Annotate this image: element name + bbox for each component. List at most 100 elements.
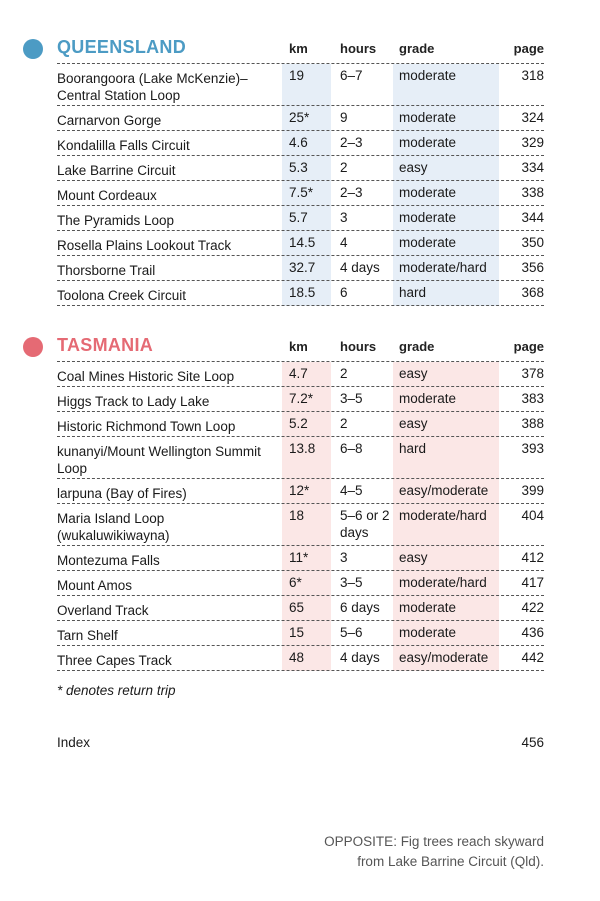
col-grade-header: grade <box>399 339 435 354</box>
walk-name: The Pyramids Loop <box>57 213 175 228</box>
walk-grade: easy <box>399 416 428 431</box>
walk-name: Rosella Plains Lookout Track <box>57 238 232 253</box>
walk-page: 368 <box>521 285 544 300</box>
col-page-header: page <box>513 339 544 354</box>
walk-page: 350 <box>521 235 544 250</box>
col-hours-header: hours <box>340 339 377 354</box>
walk-grade: moderate/hard <box>399 260 487 275</box>
walk-page: 329 <box>521 135 544 150</box>
walk-grade: moderate <box>399 235 457 250</box>
walk-name: Lake Barrine Circuit <box>57 163 176 178</box>
walk-page: 422 <box>521 600 544 615</box>
walk-name: Boorangoora (Lake McKenzie)–Central Stat… <box>57 71 248 103</box>
walk-name: Toolona Creek Circuit <box>57 288 187 303</box>
caption-line-1: OPPOSITE: Fig trees reach skyward <box>324 834 544 849</box>
caption-line-2: from Lake Barrine Circuit (Qld). <box>357 854 544 869</box>
table-row: Montezuma Falls 11* 3 easy 412 <box>57 546 544 571</box>
walk-name: Mount Cordeaux <box>57 188 157 203</box>
walk-km: 15 <box>289 625 305 640</box>
walk-km: 13.8 <box>289 441 316 456</box>
walk-page: 324 <box>521 110 544 125</box>
walk-grade: moderate <box>399 391 457 406</box>
walk-km: 32.7 <box>289 260 316 275</box>
walk-page: 318 <box>521 68 544 83</box>
walk-page: 378 <box>521 366 544 381</box>
table-row: The Pyramids Loop 5.7 3 moderate 344 <box>57 206 544 231</box>
walk-name: Tarn Shelf <box>57 628 118 643</box>
walk-km: 65 <box>289 600 305 615</box>
walk-hours: 2–3 <box>340 135 363 150</box>
walk-km: 11* <box>289 550 309 565</box>
walk-km: 18.5 <box>289 285 316 300</box>
walk-km: 12* <box>289 483 310 498</box>
walk-name: Maria Island Loop (wukaluwikiwayna) <box>57 511 170 543</box>
km-column-shade <box>282 64 331 306</box>
tasmania-dot-icon <box>23 337 43 357</box>
walk-km: 7.5* <box>289 185 314 200</box>
table-row: Mount Amos 6* 3–5 moderate/hard 417 <box>57 571 544 596</box>
walk-grade: easy/moderate <box>399 650 489 665</box>
km-column-shade <box>282 362 331 671</box>
tasmania-title: TASMANIA <box>57 335 154 355</box>
walk-km: 6* <box>289 575 302 590</box>
walk-name: Three Capes Track <box>57 653 172 668</box>
walk-grade: easy <box>399 366 428 381</box>
walk-grade: moderate/hard <box>399 575 487 590</box>
walk-hours: 6 days <box>340 600 380 615</box>
table-row: Boorangoora (Lake McKenzie)–Central Stat… <box>57 64 544 106</box>
walk-grade: hard <box>399 285 427 300</box>
walk-grade: easy <box>399 550 428 565</box>
walk-hours: 2 <box>340 160 348 175</box>
walk-page: 388 <box>521 416 544 431</box>
walk-hours: 3–5 <box>340 575 363 590</box>
table-row: kunanyi/Mount Wellington Summit Loop 13.8… <box>57 437 544 479</box>
walk-page: 383 <box>521 391 544 406</box>
tasmania-header: TASMANIA km hours grade page <box>0 331 600 361</box>
table-row: Kondalilla Falls Circuit 4.6 2–3 moderate 32… <box>57 131 544 156</box>
walk-page: 338 <box>521 185 544 200</box>
queensland-dot-icon <box>23 39 43 59</box>
table-row: Mount Cordeaux 7.5* 2–3 moderate 338 <box>57 181 544 206</box>
table-row: Carnarvon Gorge 25* 9 moderate 324 <box>57 106 544 131</box>
walk-hours: 9 <box>340 110 348 125</box>
tasmania-table: Coal Mines Historic Site Loop 4.7 2 easy 378… <box>57 361 544 671</box>
walk-grade: moderate/hard <box>399 508 487 523</box>
walk-hours: 5–6 or 2 days <box>340 508 390 540</box>
walk-name: Montezuma Falls <box>57 553 160 568</box>
walk-page: 399 <box>521 483 544 498</box>
walk-page: 344 <box>521 210 544 225</box>
table-row: Historic Richmond Town Loop 5.2 2 easy 388 <box>57 412 544 437</box>
walk-grade: moderate <box>399 110 457 125</box>
walk-km: 4.6 <box>289 135 308 150</box>
tasmania-section: TASMANIA km hours grade page Coal Mines … <box>0 331 600 671</box>
walk-km: 18 <box>289 508 305 523</box>
walk-name: Carnarvon Gorge <box>57 113 162 128</box>
table-row: Rosella Plains Lookout Track 14.5 4 moderat… <box>57 231 544 256</box>
walk-page: 404 <box>521 508 544 523</box>
walk-name: Overland Track <box>57 603 149 618</box>
walk-name: Coal Mines Historic Site Loop <box>57 369 235 384</box>
walk-name: kunanyi/Mount Wellington Summit Loop <box>57 444 261 476</box>
walk-grade: easy <box>399 160 428 175</box>
walk-km: 5.2 <box>289 416 308 431</box>
col-km-header: km <box>289 41 308 56</box>
grade-column-shade <box>393 64 499 306</box>
walk-page: 436 <box>521 625 544 640</box>
walk-grade: hard <box>399 441 427 456</box>
table-row: Toolona Creek Circuit 18.5 6 hard 368 <box>57 281 544 306</box>
walk-km: 48 <box>289 650 305 665</box>
walk-name: Mount Amos <box>57 578 133 593</box>
queensland-header: QUEENSLAND km hours grade page <box>0 33 600 63</box>
walk-hours: 4 <box>340 235 348 250</box>
walk-name: Higgs Track to Lady Lake <box>57 394 210 409</box>
walk-page: 393 <box>521 441 544 456</box>
table-row: larpuna (Bay of Fires) 12* 4–5 easy/moderat… <box>57 479 544 504</box>
table-row: Tarn Shelf 15 5–6 moderate 436 <box>57 621 544 646</box>
walk-km: 4.7 <box>289 366 308 381</box>
col-page-header: page <box>513 41 544 56</box>
walk-page: 334 <box>521 160 544 175</box>
walk-page: 356 <box>521 260 544 275</box>
table-row: Overland Track 65 6 days moderate 422 <box>57 596 544 621</box>
walk-page: 412 <box>521 550 544 565</box>
walk-km: 5.7 <box>289 210 308 225</box>
